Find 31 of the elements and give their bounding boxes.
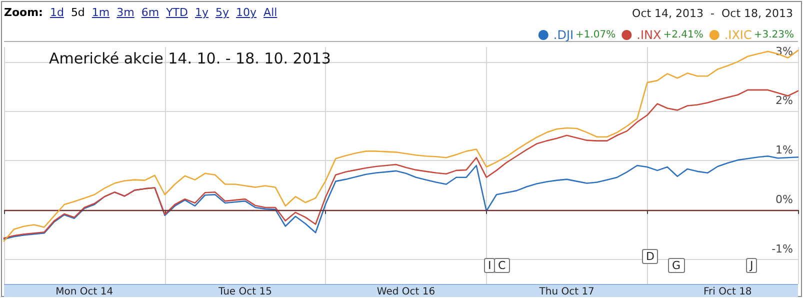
- text: 1d: [50, 6, 64, 19]
- x-tick-label: Mon Oct 14: [56, 286, 114, 298]
- x-tick-label: Tue Oct 15: [217, 286, 272, 298]
- text: Oct 14, 2013 - Oct 18, 2013: [632, 7, 793, 20]
- annotation: D: [642, 249, 658, 264]
- text: 5d: [70, 6, 85, 19]
- x-tick-label: Wed Oct 16: [376, 286, 436, 298]
- text: 3m: [116, 6, 134, 19]
- y-tick-label: 2%: [776, 94, 793, 108]
- annotation: G: [668, 258, 685, 273]
- y-tick-label: -1%: [772, 242, 793, 256]
- text: 6m: [141, 6, 160, 19]
- text: Zoom:: [4, 6, 43, 19]
- text: All: [264, 6, 278, 19]
- chart-title: Americké akcie 14. 10. - 18. 10. 2013: [49, 50, 331, 68]
- annotation: I: [484, 258, 496, 273]
- x-tick-label: Thu Oct 17: [538, 286, 594, 298]
- annotation: J: [746, 258, 758, 273]
- legend-label: .DJI +1.07%: [553, 28, 616, 42]
- annotation: C: [494, 258, 510, 273]
- text: 1y: [195, 6, 209, 19]
- text: 1m: [92, 6, 110, 19]
- y-tick-label: 0%: [776, 192, 793, 206]
- text: 5y: [216, 6, 230, 19]
- legend-label: .IXIC +3.23%: [724, 28, 794, 42]
- legend-label: .INX +2.41%: [636, 28, 704, 42]
- y-tick-label: 1%: [776, 144, 793, 157]
- text: 10y: [236, 6, 257, 19]
- y-tick-label: 3%: [776, 44, 793, 58]
- x-tick-label: Fri Oct 18: [703, 286, 752, 298]
- text: YTD: [166, 6, 188, 19]
